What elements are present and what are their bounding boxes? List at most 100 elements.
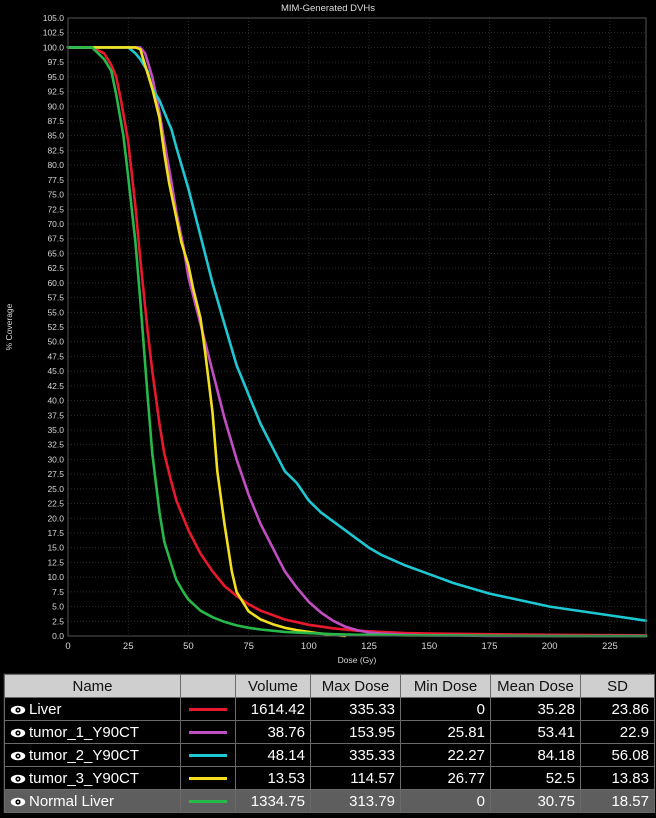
series-lines bbox=[66, 46, 648, 638]
cell-color[interactable] bbox=[180, 766, 236, 790]
y-tick-label: 62.5 bbox=[47, 263, 64, 273]
x-axis-label: Dose (Gy) bbox=[338, 655, 377, 665]
cell-color[interactable] bbox=[180, 697, 236, 721]
cell-color[interactable] bbox=[180, 743, 236, 767]
eye-icon[interactable] bbox=[10, 705, 26, 715]
y-tick-label: 55.0 bbox=[47, 307, 64, 317]
x-tick-label: 50 bbox=[183, 641, 194, 652]
cell-name[interactable]: tumor_3_Y90CT bbox=[4, 766, 181, 790]
y-tick-label: 27.5 bbox=[47, 469, 64, 479]
y-tick-label: 45.0 bbox=[47, 366, 64, 376]
cell-mean-dose: 35.28 bbox=[490, 697, 581, 721]
cell-volume: 1334.75 bbox=[235, 789, 311, 813]
y-tick-label: 35.0 bbox=[47, 425, 64, 435]
x-tick-label: 125 bbox=[361, 641, 377, 652]
eye-icon[interactable] bbox=[10, 774, 26, 784]
cell-mean-dose: 52.5 bbox=[490, 766, 581, 790]
y-tick-label: 105.0 bbox=[43, 13, 65, 23]
x-tick-label: 25 bbox=[123, 641, 134, 652]
y-axis-label: % Coverage bbox=[4, 303, 14, 350]
eye-icon[interactable] bbox=[10, 751, 26, 761]
y-tick-label: 90.0 bbox=[47, 101, 64, 111]
eye-icon[interactable] bbox=[10, 728, 26, 738]
cell-sd: 23.86 bbox=[580, 697, 655, 721]
color-swatch bbox=[189, 707, 227, 711]
eye-icon[interactable] bbox=[10, 797, 26, 807]
series-line-liver bbox=[66, 46, 648, 637]
structure-name: tumor_1_Y90CT bbox=[29, 723, 140, 741]
y-tick-label: 20.0 bbox=[47, 513, 64, 523]
y-tick-label: 57.5 bbox=[47, 293, 64, 303]
cell-min-dose: 22.27 bbox=[400, 743, 491, 767]
cell-max-dose: 114.57 bbox=[310, 766, 401, 790]
y-tick-label: 5.0 bbox=[52, 602, 64, 612]
y-tick-label: 52.5 bbox=[47, 322, 64, 332]
table-row[interactable]: tumor_3_Y90CT 13.53 114.57 26.77 52.5 13.83 bbox=[4, 766, 655, 790]
cell-min-dose: 0 bbox=[400, 697, 491, 721]
cell-sd: 56.08 bbox=[580, 743, 655, 767]
header-min-dose[interactable]: Min Dose bbox=[400, 674, 491, 698]
structure-name: Liver bbox=[29, 700, 62, 718]
y-tick-label: 72.5 bbox=[47, 204, 64, 214]
y-tick-label: 70.0 bbox=[47, 219, 64, 229]
y-tick-label: 77.5 bbox=[47, 175, 64, 185]
cell-name[interactable]: tumor_1_Y90CT bbox=[4, 720, 181, 744]
cell-max-dose: 313.79 bbox=[310, 789, 401, 813]
y-tick-label: 7.5 bbox=[52, 587, 64, 597]
cell-min-dose: 0 bbox=[400, 789, 491, 813]
structure-name: tumor_3_Y90CT bbox=[29, 769, 140, 787]
color-swatch bbox=[189, 753, 227, 757]
plot-frame bbox=[67, 17, 647, 637]
y-tick-label: 67.5 bbox=[47, 234, 64, 244]
table-row[interactable]: tumor_2_Y90CT 48.14 335.33 22.27 84.18 56.08 bbox=[4, 743, 655, 767]
chart-title: MIM-Generated DVHs bbox=[281, 3, 375, 14]
header-color bbox=[180, 674, 236, 698]
y-tick-label: 42.5 bbox=[47, 381, 64, 391]
series-line-normal-liver bbox=[66, 46, 648, 638]
header-mean-dose[interactable]: Mean Dose bbox=[490, 674, 581, 698]
header-volume[interactable]: Volume bbox=[235, 674, 311, 698]
table-row[interactable]: Normal Liver 1334.75 313.79 0 30.75 18.57 bbox=[4, 789, 655, 813]
cell-min-dose: 26.77 bbox=[400, 766, 491, 790]
y-tick-label: 100.0 bbox=[43, 42, 65, 52]
x-tick-label: 225 bbox=[602, 641, 618, 652]
cell-max-dose: 335.33 bbox=[310, 697, 401, 721]
y-tick-label: 17.5 bbox=[47, 528, 64, 538]
x-tick-labels: 0 25 50 75 100 125 150 175 200 225 bbox=[65, 641, 617, 652]
color-swatch bbox=[189, 776, 227, 780]
color-swatch bbox=[189, 730, 227, 734]
y-tick-label: 102.5 bbox=[43, 28, 65, 38]
cell-color[interactable] bbox=[180, 789, 236, 813]
y-tick-label: 25.0 bbox=[47, 484, 64, 494]
x-tick-label: 200 bbox=[542, 641, 558, 652]
cell-volume: 48.14 bbox=[235, 743, 311, 767]
y-tick-label: 15.0 bbox=[47, 543, 64, 553]
dvh-chart: MIM-Generated DVHs 0.0 2.5 5.0 7.5 10.0 12.5 1… bbox=[0, 0, 656, 665]
cell-color[interactable] bbox=[180, 720, 236, 744]
y-tick-label: 10.0 bbox=[47, 572, 64, 582]
cell-name[interactable]: tumor_2_Y90CT bbox=[4, 743, 181, 767]
y-tick-label: 65.0 bbox=[47, 248, 64, 258]
y-tick-label: 85.0 bbox=[47, 131, 64, 141]
chart-background bbox=[0, 0, 656, 665]
cell-mean-dose: 30.75 bbox=[490, 789, 581, 813]
y-tick-label: 32.5 bbox=[47, 440, 64, 450]
y-tick-label: 60.0 bbox=[47, 278, 64, 288]
table-header: Name Volume Max Dose Min Dose Mean Dose … bbox=[4, 674, 655, 698]
y-tick-label: 87.5 bbox=[47, 116, 64, 126]
y-tick-label: 0.0 bbox=[52, 631, 64, 641]
y-tick-label: 95.0 bbox=[47, 72, 64, 82]
cell-name[interactable]: Normal Liver bbox=[4, 789, 181, 813]
structure-name: tumor_2_Y90CT bbox=[29, 746, 140, 764]
header-name[interactable]: Name bbox=[4, 674, 181, 698]
cell-min-dose: 25.81 bbox=[400, 720, 491, 744]
y-tick-label: 97.5 bbox=[47, 57, 64, 67]
header-sd[interactable]: SD bbox=[580, 674, 655, 698]
series-line-tumor-3-y90ct bbox=[66, 46, 347, 638]
table-row[interactable]: Liver 1614.42 335.33 0 35.28 23.86 bbox=[4, 697, 655, 721]
cell-name[interactable]: Liver bbox=[4, 697, 181, 721]
header-max-dose[interactable]: Max Dose bbox=[310, 674, 401, 698]
y-tick-label: 40.0 bbox=[47, 396, 64, 406]
x-tick-label: 75 bbox=[243, 641, 254, 652]
table-row[interactable]: tumor_1_Y90CT 38.76 153.95 25.81 53.41 22.9 bbox=[4, 720, 655, 744]
